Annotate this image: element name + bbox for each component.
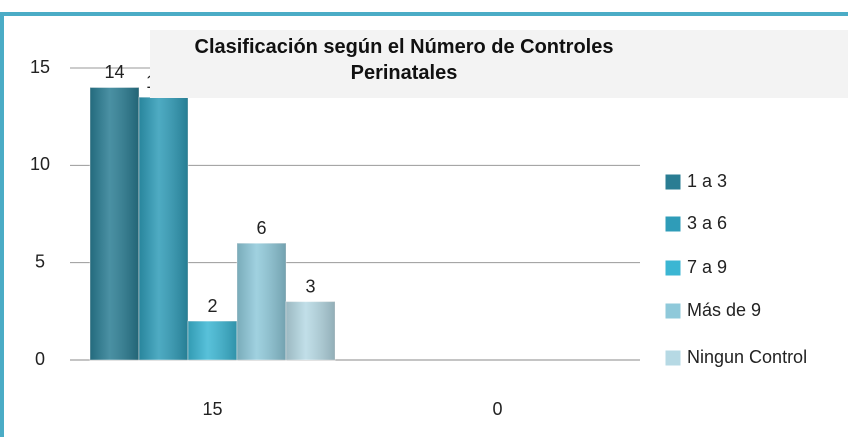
chart-title: Clasificación según el Número de Control… <box>150 30 848 98</box>
data-label: 14 <box>104 62 124 82</box>
bar-shade <box>237 243 286 360</box>
y-tick-label: 10 <box>30 154 50 174</box>
data-label: 2 <box>207 296 217 316</box>
legend-label: 7 a 9 <box>687 257 727 277</box>
bar-shade <box>139 97 188 360</box>
legend-swatch <box>664 173 682 191</box>
y-tick-label: 0 <box>35 349 45 369</box>
legend-label: 3 a 6 <box>687 213 727 233</box>
data-label: 3 <box>305 276 315 296</box>
x-tick-label: 0 <box>492 399 502 419</box>
x-tick-label: 15 <box>202 399 222 419</box>
bar-shade <box>90 87 139 360</box>
legend-label: 1 a 3 <box>687 171 727 191</box>
legend-swatch <box>664 259 682 277</box>
legend-label: Ningun Control <box>687 347 807 367</box>
bar-shade <box>286 301 335 360</box>
y-tick-label: 15 <box>30 57 50 77</box>
legend-label: Más de 9 <box>687 300 761 320</box>
data-label: 6 <box>256 218 266 238</box>
bar-shade <box>188 321 237 360</box>
legend-swatch <box>664 349 682 367</box>
legend-swatch <box>664 302 682 320</box>
legend-swatch <box>664 215 682 233</box>
chart-frame <box>0 12 848 437</box>
y-tick-label: 5 <box>35 251 45 271</box>
